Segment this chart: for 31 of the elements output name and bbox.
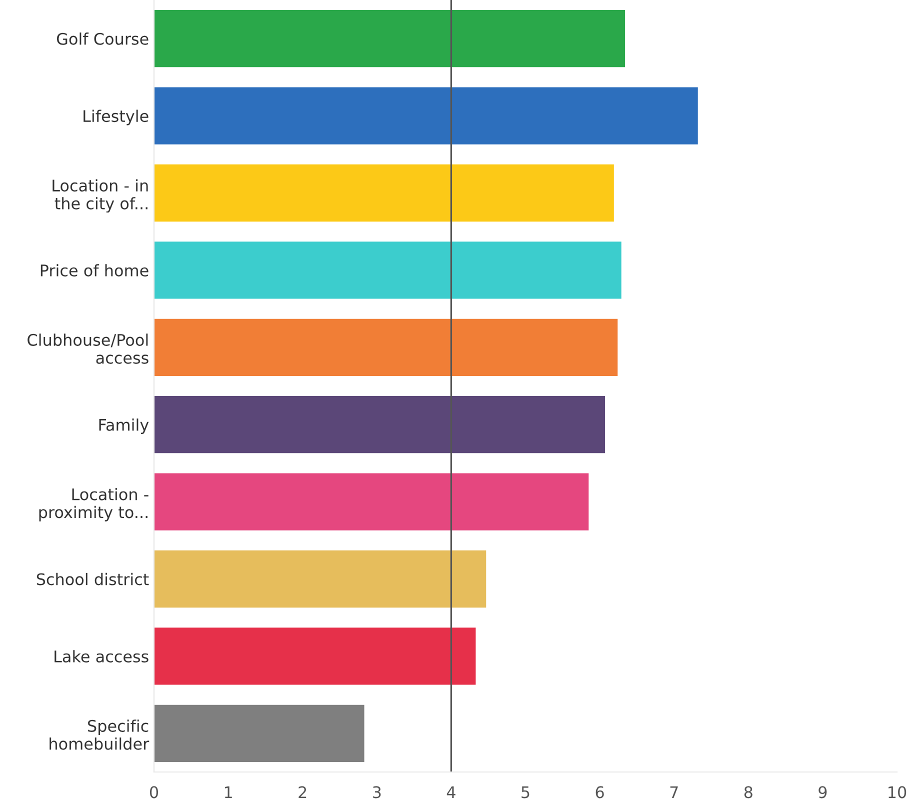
bar bbox=[154, 704, 364, 762]
y-tick-label: Clubhouse/Pool access bbox=[28, 334, 148, 364]
bar bbox=[154, 10, 626, 68]
y-tick-label: Price of home bbox=[40, 264, 148, 276]
x-tick-label: 7 bbox=[670, 786, 678, 798]
y-tick-label: School district bbox=[36, 572, 149, 586]
x-tick-label: 6 bbox=[596, 786, 604, 798]
bar bbox=[154, 550, 486, 608]
y-tick-label: Family bbox=[99, 418, 149, 434]
bar bbox=[154, 318, 618, 376]
bar bbox=[154, 164, 614, 222]
bar bbox=[154, 396, 605, 454]
y-tick-label: Specific homebuilder bbox=[50, 720, 150, 750]
x-tick-label: 10 bbox=[888, 786, 906, 798]
x-tick-label: 3 bbox=[373, 786, 381, 798]
y-tick-label: Lifestyle bbox=[84, 110, 148, 126]
y-tick-label: Golf Course bbox=[56, 32, 148, 45]
bar bbox=[154, 473, 589, 530]
x-tick-label: 2 bbox=[298, 786, 306, 798]
y-tick-label: Location - proximity to... bbox=[39, 488, 148, 522]
y-tick-label: Location - in the city of... bbox=[52, 179, 148, 213]
x-tick-label: 9 bbox=[818, 786, 827, 798]
x-tick-label: 1 bbox=[224, 786, 232, 798]
x-tick-label: 4 bbox=[446, 786, 456, 798]
y-tick-label: Lake access bbox=[54, 650, 148, 662]
x-tick-label: 8 bbox=[744, 786, 752, 798]
x-tick-label: 0 bbox=[150, 786, 158, 798]
bar bbox=[154, 628, 476, 685]
bar bbox=[154, 242, 622, 299]
x-tick-label: 5 bbox=[522, 786, 530, 798]
bar bbox=[154, 87, 698, 144]
